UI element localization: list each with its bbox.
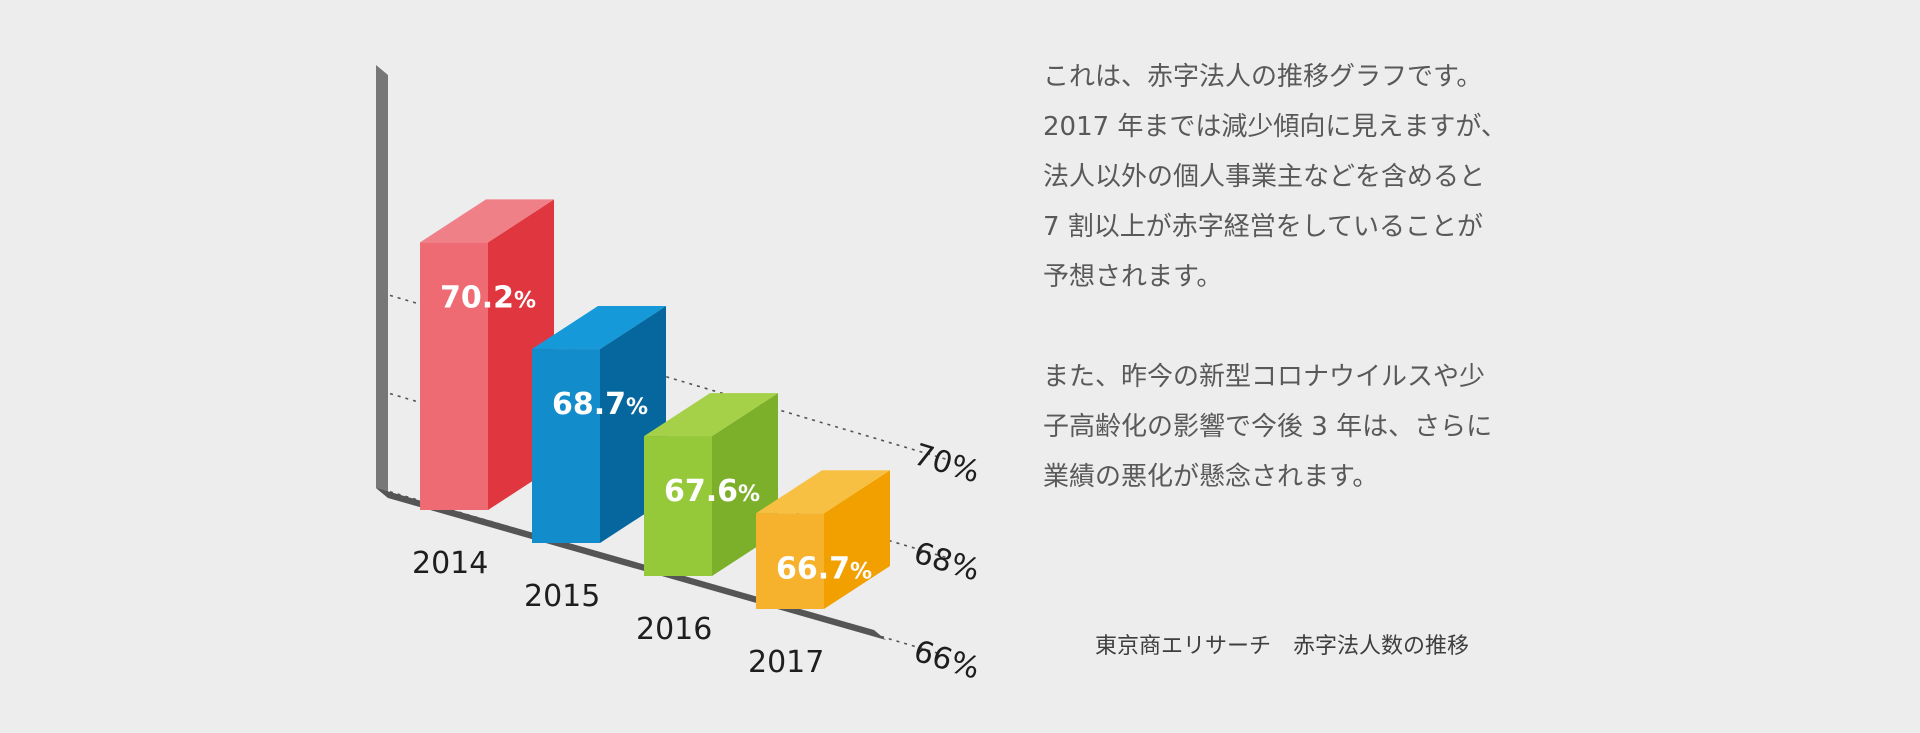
bars xyxy=(420,199,890,609)
category-label: 2014 xyxy=(412,546,488,581)
description-line: 法人以外の個人事業主などを含めると xyxy=(1043,162,1486,192)
bar-top xyxy=(756,470,890,514)
bar-front xyxy=(756,513,824,609)
description-line: これは、赤字法人の推移グラフです。 xyxy=(1043,62,1483,92)
description-line: 業績の悪化が懸念されます。 xyxy=(1043,462,1379,492)
category-label: 2015 xyxy=(524,579,600,614)
value-label: 70.2% xyxy=(440,280,536,315)
bar-front xyxy=(532,349,600,543)
y-axis xyxy=(376,65,388,498)
description-line: また、昨今の新型コロナウイルスや少 xyxy=(1043,362,1486,392)
paragraph-gap xyxy=(1043,302,1563,352)
source-caption: 東京商エリサーチ 赤字法人数の推移 xyxy=(1095,634,1470,659)
bar-side xyxy=(824,470,890,609)
bar xyxy=(756,470,890,609)
bar xyxy=(532,306,666,543)
bar-top xyxy=(644,393,778,437)
bar-front xyxy=(420,242,488,510)
value-label: 66.7% xyxy=(776,551,872,586)
gridline-label: 68% xyxy=(910,536,984,589)
category-label: 2016 xyxy=(636,612,712,647)
bar-front xyxy=(644,436,712,576)
description-line: 予想されます。 xyxy=(1043,262,1223,292)
category-label: 2017 xyxy=(748,645,824,680)
gridline-label: 66% xyxy=(910,634,984,687)
description-line: 子高齢化の影響で今後 3 年は、さらに xyxy=(1043,412,1493,442)
value-label: 67.6% xyxy=(664,474,760,509)
bar-top xyxy=(420,199,554,243)
description-line: 7 割以上が赤字経営をしていることが xyxy=(1043,212,1484,242)
bar-chart: 70% 68% 66% 70.2% 68.7% 67.6% 66.7% 2014 2015 201… xyxy=(376,65,984,687)
description-text: これは、赤字法人の推移グラフです。 2017 年までは減少傾向に見えますが、 法… xyxy=(1043,52,1563,502)
description-line: 2017 年までは減少傾向に見えますが、 xyxy=(1043,112,1507,142)
bar-top xyxy=(532,306,666,350)
gridline-label: 70% xyxy=(910,437,984,490)
value-label: 68.7% xyxy=(552,387,648,422)
